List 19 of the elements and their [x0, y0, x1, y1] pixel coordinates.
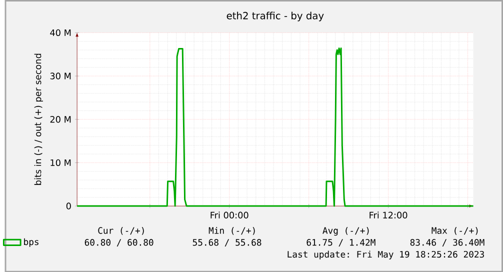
y-tick-label: 0 [66, 202, 71, 210]
text: Avg (-/+) [322, 226, 369, 236]
text: Max (-/+) [432, 226, 478, 235]
y-tick-label: 30 M [50, 72, 71, 80]
text: Min (-/+) [208, 226, 255, 235]
y-tick-label: 20 M [50, 116, 71, 123]
legend-label: bps [24, 238, 38, 247]
text: Cur (-/+) [98, 226, 144, 235]
text: 83.46 / 36.40M [410, 238, 484, 246]
y-tick-label: 40 M [50, 29, 71, 36]
x-tick-label: Fri 12:00 [370, 211, 408, 218]
text: Last update: Fri May 19 18:25:26 2023 [288, 250, 484, 260]
text: 61.75 / 1.42M [306, 238, 376, 246]
y-axis-title: bits in (-) / out (+) per second [34, 54, 43, 185]
text: 60.80 / 60.80 [84, 238, 154, 246]
y-tick-label: 10 M [50, 159, 71, 166]
text: 55.68 / 55.68 [192, 238, 262, 246]
x-tick-label: Fri 00:00 [210, 211, 248, 218]
chart-title: eth2 traffic - by day [226, 12, 324, 22]
